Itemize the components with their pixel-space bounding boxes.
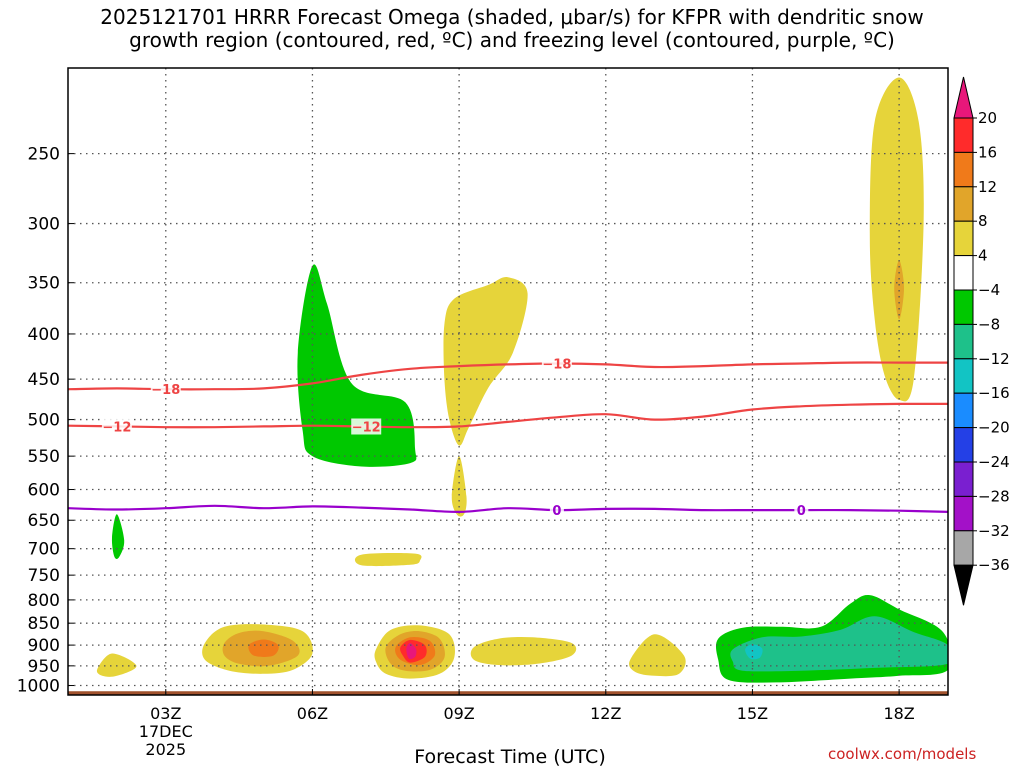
contour-line--12 [68, 402, 948, 429]
colorbar-label-11: −28 [978, 487, 1010, 505]
y-axis: 2503003504004505005506006507007508008509… [17, 145, 74, 697]
y-tick-label-300: 300 [28, 215, 60, 235]
x-tick-label-09Z: 09Z [443, 704, 474, 723]
y-tick-label-350: 350 [28, 274, 60, 294]
omega-region-4 [354, 552, 422, 567]
colorbar-swatch-3 [953, 220, 974, 257]
x-tick-label-18Z: 18Z [883, 704, 914, 723]
y-tick-label-900: 900 [28, 636, 60, 656]
y-tick-label-550: 550 [28, 447, 60, 467]
omega-shading [96, 77, 948, 683]
contour-label--18: −18 [542, 357, 571, 372]
omega-region-4 [470, 636, 577, 666]
colorbar-swatch-8 [953, 392, 974, 429]
x-tick-label-15Z: 15Z [737, 704, 768, 723]
omega-region-20 [406, 642, 417, 660]
omega-region--8 [730, 616, 948, 672]
colorbar-label-7: −12 [978, 350, 1010, 368]
colorbar-label-12: −32 [978, 522, 1010, 540]
y-tick-label-850: 850 [28, 614, 60, 634]
colorbar-swatch-4 [953, 255, 974, 291]
plot-frame [67, 67, 949, 696]
contour-line--18 [68, 361, 948, 391]
ground-band [68, 691, 948, 695]
contour-label-bg--12 [101, 418, 132, 435]
gridlines [68, 68, 948, 695]
omega-region--4 [111, 514, 125, 560]
contour-label-bg--12 [351, 418, 382, 435]
omega-region-4 [629, 634, 686, 677]
omega-region-4 [451, 456, 467, 517]
omega-region-4 [869, 77, 924, 402]
colorbar-swatch-2 [953, 186, 974, 222]
omega-region-12 [248, 639, 279, 657]
y-tick-label-700: 700 [28, 540, 60, 560]
colorbar-label-13: −36 [978, 556, 1010, 574]
y-tick-label-250: 250 [28, 145, 60, 165]
ground-layer [68, 691, 948, 695]
omega-region-4 [443, 276, 528, 446]
omega-region--4 [297, 264, 417, 467]
colorbar-swatch-9 [953, 427, 974, 463]
colorbar-label-1: 16 [978, 143, 997, 161]
colorbar-swatch-1 [953, 151, 974, 188]
x-tick-label-06Z: 06Z [297, 704, 328, 723]
colorbar-label-9: −20 [978, 419, 1010, 437]
colorbar-swatch-7 [953, 358, 974, 394]
credit-text: coolwx.com/models [828, 745, 977, 763]
colorbar-label-4: 4 [978, 247, 988, 265]
contour-label-0: 0 [552, 504, 561, 519]
title-line-2: growth region (contoured, red, ºC) and f… [129, 28, 895, 52]
omega-region--12 [745, 644, 763, 660]
contour-label--12: −12 [352, 420, 381, 435]
contour-label-0: 0 [797, 504, 806, 519]
y-tick-label-800: 800 [28, 591, 60, 611]
contour-label-bg-0 [549, 502, 564, 519]
x-tick-label-12Z: 12Z [590, 704, 621, 723]
colorbar-top-arrow [953, 76, 974, 119]
contour-label--12: −12 [102, 420, 131, 435]
colorbar-swatch-10 [953, 461, 974, 497]
contours: −18 −18 −12 −12 0 0 [68, 355, 948, 519]
y-tick-label-600: 600 [28, 481, 60, 501]
x-axis-label: Forecast Time (UTC) [414, 746, 606, 768]
colorbar-swatch-0 [953, 117, 974, 153]
colorbar: 20 16 12 8 4 −4 −8 −12 −16 −20 −24 −28 −32 −36 [953, 76, 1010, 606]
chart-title: 2025121701 HRRR Forecast Omega (shaded, … [0, 6, 1024, 52]
y-tick-label-500: 500 [28, 411, 60, 431]
colorbar-swatch-12 [953, 530, 974, 566]
x-year-label: 2025 [145, 740, 186, 759]
colorbar-label-3: 8 [978, 212, 988, 230]
contour-line-0 [68, 504, 948, 514]
y-tick-label-950: 950 [28, 657, 60, 677]
x-tick-label-03Z: 03Z [150, 704, 181, 723]
y-tick-label-400: 400 [28, 325, 60, 345]
title-line-1: 2025121701 HRRR Forecast Omega (shaded, … [100, 5, 924, 29]
colorbar-label-5: −4 [978, 281, 1000, 299]
colorbar-label-6: −8 [978, 315, 1000, 333]
colorbar-swatch-5 [953, 289, 974, 325]
y-tick-label-650: 650 [28, 511, 60, 531]
contour-label--18: −18 [151, 383, 180, 398]
colorbar-label-8: −16 [978, 384, 1010, 402]
omega-region-4 [96, 653, 137, 677]
contour-label-bg-0 [794, 502, 809, 519]
colorbar-swatch-11 [953, 495, 974, 532]
y-tick-label-1000: 1000 [17, 677, 60, 697]
colorbar-label-10: −24 [978, 453, 1010, 471]
colorbar-label-2: 12 [978, 178, 997, 196]
colorbar-bottom-arrow [953, 564, 974, 606]
y-tick-label-450: 450 [28, 370, 60, 390]
x-date-label: 17DEC [139, 722, 193, 741]
contour-label-bg--18 [150, 381, 181, 398]
contour-label-bg--18 [541, 355, 572, 372]
colorbar-label-0: 20 [978, 109, 997, 127]
omega-region-8 [894, 260, 904, 320]
y-tick-label-750: 750 [28, 566, 60, 586]
colorbar-swatch-6 [953, 323, 974, 360]
